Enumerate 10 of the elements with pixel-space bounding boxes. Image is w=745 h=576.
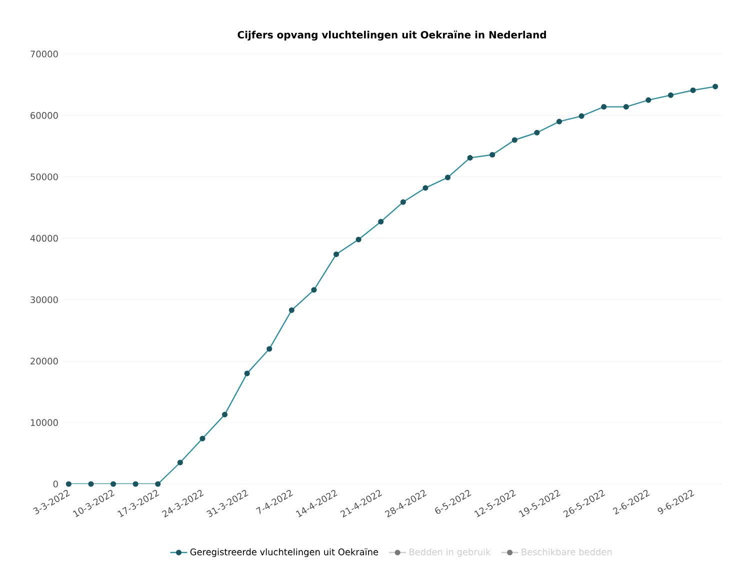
y-tick-label: 70000 <box>30 50 58 58</box>
y-tick-label: 30000 <box>30 296 58 304</box>
y-tick-label: 60000 <box>30 112 58 119</box>
y-tick-label: 0 <box>53 480 58 488</box>
chart-title: Cijfers opvang vluchtelingen uit Oekraïne in Nederland <box>238 30 546 41</box>
y-tick-label: 10000 <box>30 419 58 426</box>
y-tick-label: 50000 <box>30 173 58 180</box>
legend-label: Geregistreerde vluchtelingen uit Oekraïne <box>190 548 378 558</box>
y-tick-label: 40000 <box>30 234 58 242</box>
y-tick-label: 20000 <box>30 358 58 365</box>
